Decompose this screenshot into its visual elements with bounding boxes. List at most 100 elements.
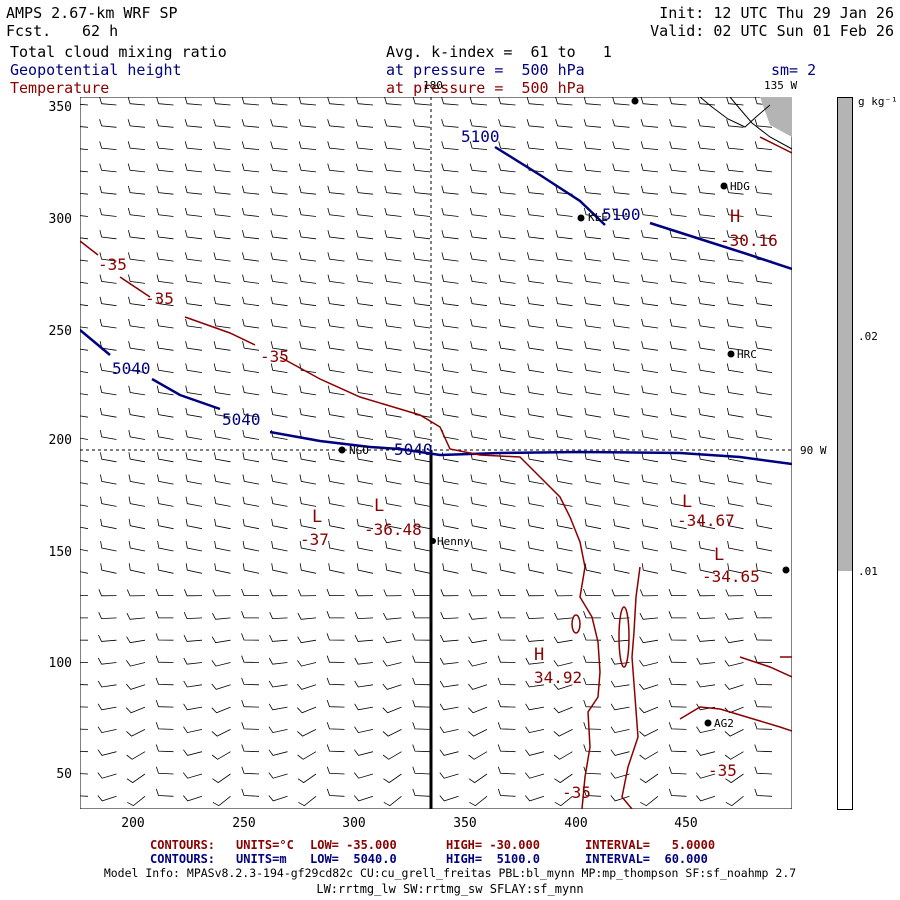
wind-barb: [527, 341, 545, 351]
wind-barb: [297, 729, 317, 737]
wind-barb: [498, 430, 516, 440]
wind-barb: [527, 452, 545, 463]
wind-barb: [526, 207, 545, 217]
wind-barb: [128, 230, 146, 240]
wind-barb: [128, 296, 146, 307]
wind-barb: [696, 634, 716, 642]
wind-barb: [242, 474, 260, 485]
wind-barb: [698, 407, 716, 418]
wind-barb: [382, 729, 402, 737]
wind-barb: [156, 163, 174, 173]
wind-barb: [80, 437, 89, 440]
wind-barb: [726, 318, 744, 329]
wind-barb: [726, 363, 744, 373]
wind-barb: [468, 612, 488, 620]
wind-barb: [613, 541, 630, 552]
model-info: Model Info: MPASv8.2.3-194-gf29cd82c CU:…: [103, 866, 797, 880]
wind-barb: [527, 363, 545, 373]
wind-barb: [527, 252, 545, 262]
wind-barb: [299, 452, 317, 463]
wind-barb: [668, 611, 687, 619]
wind-barb: [182, 772, 203, 779]
wind-barb: [98, 612, 117, 620]
wind-barb: [327, 252, 345, 262]
wind-barb: [669, 141, 687, 150]
wind-barb: [526, 141, 545, 150]
wind-barb: [583, 119, 602, 128]
wind-barb: [526, 589, 545, 597]
wind-barb: [355, 97, 374, 106]
wind-barb: [214, 452, 231, 463]
wind-barb: [355, 141, 374, 150]
wind-barb: [755, 496, 773, 507]
wind-barb: [726, 274, 744, 284]
wind-barb: [213, 363, 231, 373]
wind-barb: [157, 496, 174, 507]
wind-barb: [726, 385, 744, 396]
field-height: Geopotential height: [10, 61, 182, 79]
wind-barb: [698, 518, 716, 530]
wind-barb: [80, 259, 89, 262]
wind-barb: [413, 318, 431, 329]
wind-barb: [213, 252, 231, 262]
wind-barb: [80, 617, 89, 619]
wind-barb: [439, 749, 459, 756]
wind-barb: [184, 589, 203, 597]
wind-barb: [80, 370, 89, 373]
wind-barb: [584, 452, 602, 463]
wind-barb: [470, 430, 488, 440]
wind-barb: [128, 518, 146, 530]
wind-barb: [269, 612, 288, 620]
wind-barb: [184, 185, 203, 195]
wind-barb: [211, 751, 231, 760]
wind-barb: [726, 207, 744, 217]
wind-barb: [185, 363, 203, 373]
x-tick-300: 300: [342, 816, 366, 831]
wind-barb: [497, 633, 516, 641]
wind-barb: [355, 119, 374, 128]
wind-barb: [441, 163, 459, 173]
wind-barb: [127, 119, 146, 128]
wind-barb: [185, 496, 203, 507]
wind-barb: [156, 341, 174, 351]
wind-barb: [297, 751, 317, 760]
wind-barb: [156, 430, 174, 440]
wind-barb: [610, 657, 630, 665]
wind-barb: [299, 230, 317, 240]
wind-barb: [268, 657, 288, 665]
wind-barb: [298, 207, 317, 217]
wind-barb: [326, 655, 345, 663]
wind-barb: [268, 726, 288, 734]
wind-barb: [356, 474, 374, 485]
wind-barb: [384, 207, 402, 217]
wind-barb: [612, 363, 630, 373]
wind-barb: [613, 496, 630, 507]
wind-barb: [98, 634, 117, 642]
wind-barb: [327, 341, 345, 351]
wind-barb: [383, 773, 402, 784]
wind-barb: [100, 496, 117, 507]
wind-barb: [155, 655, 174, 663]
wind-barb: [555, 296, 573, 307]
wind-barb: [98, 589, 117, 597]
wind-barb: [213, 207, 231, 217]
wind-barb: [641, 430, 659, 440]
wind-barb: [612, 207, 630, 217]
wind-barb: [583, 185, 602, 195]
lon-label-135w: 135 W: [764, 79, 798, 92]
wind-barb: [183, 726, 203, 734]
wind-barb: [754, 633, 773, 641]
wind-barb: [298, 97, 317, 106]
wind-barb: [610, 772, 630, 779]
wind-barb: [354, 703, 374, 711]
wind-barb: [584, 563, 602, 574]
wind-barb: [468, 589, 488, 597]
wind-barb: [211, 660, 231, 667]
wind-barb: [156, 252, 174, 262]
wind-barb: [185, 385, 203, 396]
wind-barb: [755, 407, 773, 418]
wind-barb: [157, 474, 174, 485]
wind-barb: [754, 207, 773, 217]
wind-barb: [271, 541, 288, 552]
wind-barb: [384, 119, 402, 128]
